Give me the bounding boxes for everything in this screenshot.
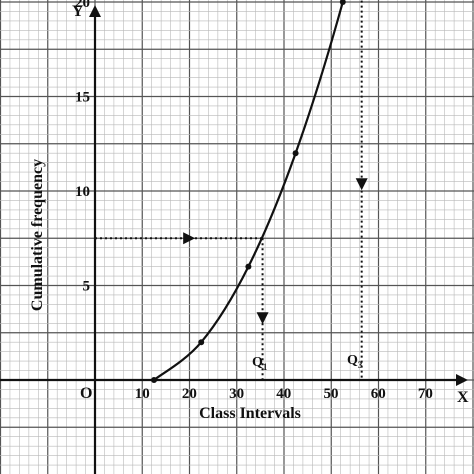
ogive-line xyxy=(153,0,345,381)
data-point xyxy=(339,0,346,5)
q1-subscript: 1 xyxy=(263,362,268,372)
x-tick-label: 60 xyxy=(371,386,386,402)
q1-horizontal-arrow xyxy=(183,232,196,245)
x-tick-label: 10 xyxy=(135,386,150,402)
data-point xyxy=(151,377,157,383)
quartile-guides xyxy=(95,0,368,380)
x-tick-label: 20 xyxy=(182,386,197,402)
x-tick-label: 30 xyxy=(229,386,244,402)
x-tick-label: 40 xyxy=(276,386,291,402)
y-axis-arrow xyxy=(89,5,101,17)
q3-label: Q3 xyxy=(347,353,363,370)
origin-label: O xyxy=(80,385,92,402)
q1-letter: Q xyxy=(252,355,263,370)
y-axis-letter: Y xyxy=(72,3,84,20)
data-points xyxy=(151,0,346,383)
x-axis-letter: X xyxy=(457,389,469,406)
q3-subscript: 3 xyxy=(358,360,363,370)
y-tick-label: 15 xyxy=(75,90,90,106)
y-axis-label: Cumulative frequency xyxy=(29,159,46,311)
x-tick-label: 50 xyxy=(324,386,339,402)
q1-vertical-arrow xyxy=(256,312,269,325)
axes xyxy=(0,5,468,474)
y-tick-label: 20 xyxy=(75,0,90,11)
x-axis-label: Class Intervals xyxy=(199,405,301,422)
ogive-curve xyxy=(153,0,345,381)
x-tick-label: 70 xyxy=(418,386,433,402)
data-point xyxy=(245,263,252,270)
tick-labels: 102030405060705101520253035 xyxy=(75,0,433,402)
q3-letter: Q xyxy=(347,353,358,368)
x-axis-arrow xyxy=(456,374,468,386)
q1-label: Q1 xyxy=(252,355,268,372)
data-point xyxy=(292,150,299,157)
y-tick-label: 5 xyxy=(83,279,91,295)
y-tick-label: 10 xyxy=(75,184,90,200)
q3-vertical-arrow xyxy=(355,178,368,191)
data-point xyxy=(198,339,205,346)
